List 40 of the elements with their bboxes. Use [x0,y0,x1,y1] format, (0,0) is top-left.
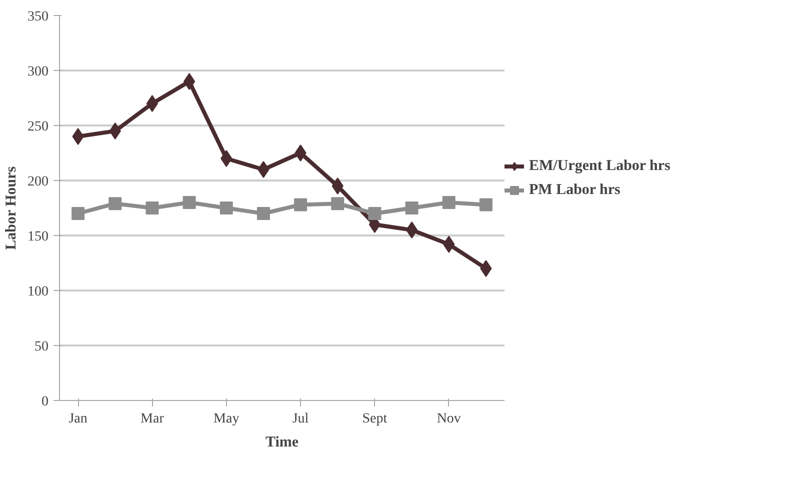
point [72,128,84,145]
point [146,202,159,214]
legend-label: EM/Urgent Labor hrs [529,158,670,174]
point [405,202,418,214]
point [331,197,344,210]
point [220,202,233,214]
point [294,198,308,212]
y-tick-label: 350 [28,10,48,24]
point [146,95,158,112]
y-tick-label: 50 [34,340,48,354]
point [480,260,492,277]
y-tick-label: 250 [28,120,48,134]
y-axis-title: Labor Hours [4,166,20,250]
x-tick-label: May [214,412,240,426]
y-tick-label: 100 [28,284,48,300]
x-tick-label: Mar [140,412,164,426]
point [332,178,344,194]
point [72,207,85,220]
x-axis-title: Time [265,434,299,450]
point [108,197,122,210]
x-tick-label: Sept [362,412,388,426]
y-tick-label: 200 [28,174,48,190]
x-tick-label: Nov [436,412,461,426]
y-tick-label: 0 [42,394,48,410]
y-tick-label: 150 [28,230,48,244]
x-tick-label: Jul [292,412,309,426]
point [258,161,270,178]
point [256,207,270,220]
point [442,196,456,209]
point [109,122,121,140]
y-tick-label: 300 [28,64,48,80]
point [182,196,196,209]
point [406,222,418,238]
point [294,144,306,162]
point [479,198,492,212]
x-tick-label: Jan [68,412,88,426]
point [368,207,382,220]
legend-label: PM Labor hrs [529,182,620,198]
point [183,73,196,90]
point [220,150,232,167]
